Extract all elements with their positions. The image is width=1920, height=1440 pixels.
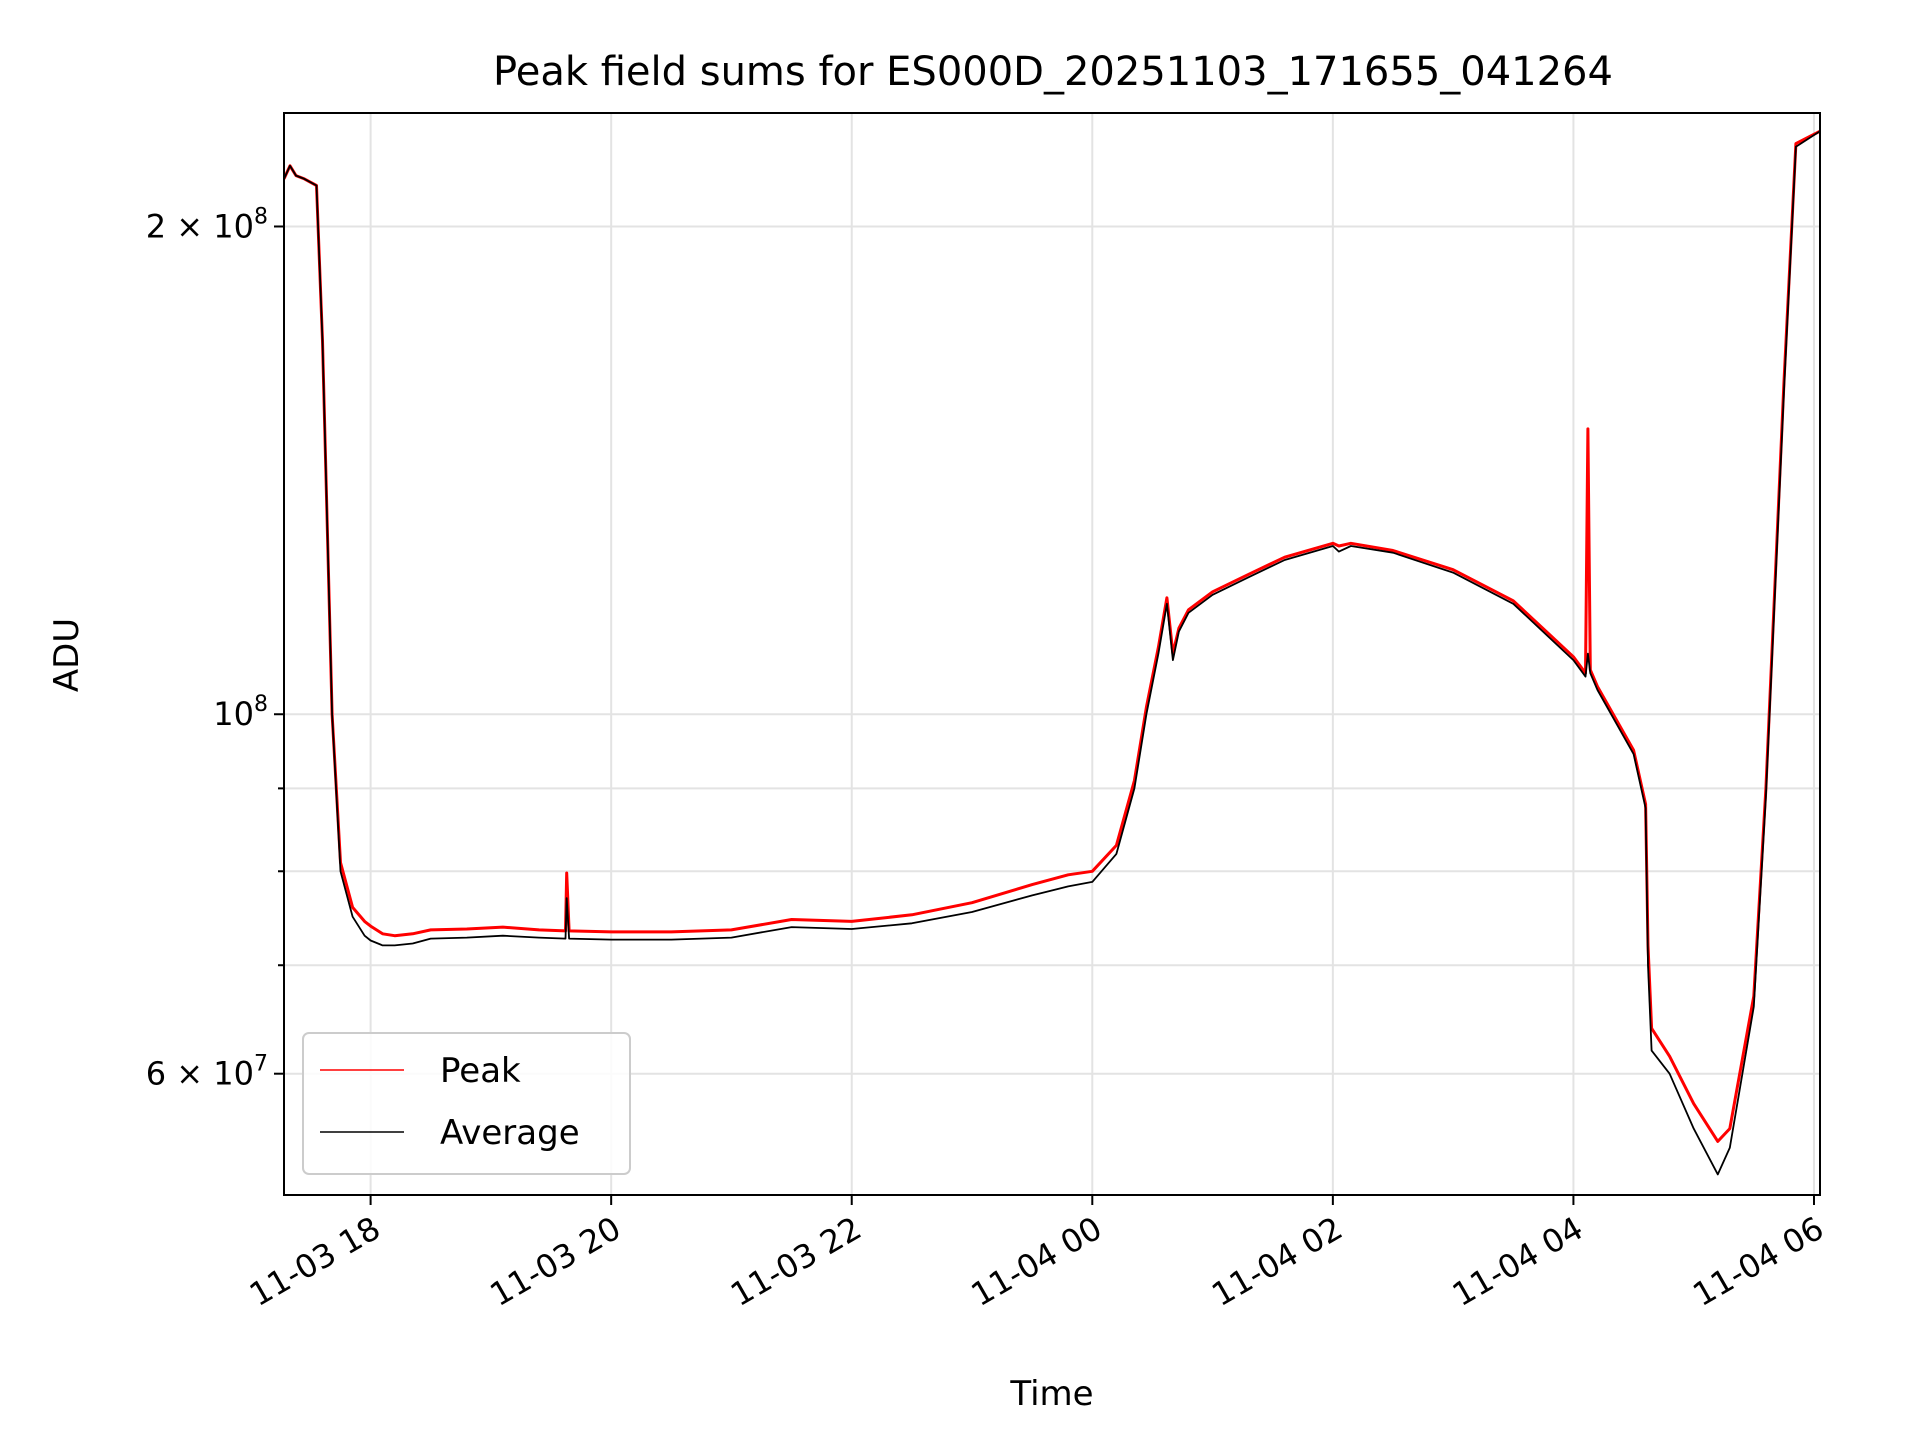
y-tick-mantissa: 6 xyxy=(146,1055,166,1093)
y-tick-times: × 10 xyxy=(166,1055,254,1093)
chart-title: Peak field sums for ES000D_20251103_1716… xyxy=(493,49,1613,95)
y-tick-mantissa: 2 xyxy=(146,207,166,245)
legend: Peak Average xyxy=(302,1032,631,1175)
y-tick-base: 10 xyxy=(213,695,254,733)
y-tick-label: 6 × 107 xyxy=(146,1052,268,1093)
legend-label-peak: Peak xyxy=(440,1051,521,1091)
y-tick-exponent: 8 xyxy=(254,692,268,717)
y-axis-label: ADU xyxy=(47,618,87,692)
legend-box xyxy=(302,1032,631,1175)
y-tick-exponent: 7 xyxy=(254,1052,268,1077)
x-axis-label: Time xyxy=(1009,1374,1093,1414)
y-tick-label: 108 xyxy=(213,692,268,733)
series-layer xyxy=(284,129,1820,1176)
y-tick-exponent: 8 xyxy=(254,204,268,229)
legend-label-average: Average xyxy=(440,1113,580,1153)
y-tick-label: 2 × 108 xyxy=(146,204,268,245)
y-tick-times: × 10 xyxy=(166,207,254,245)
plot-frame xyxy=(283,112,1821,1196)
series-line-average xyxy=(284,130,1820,1176)
